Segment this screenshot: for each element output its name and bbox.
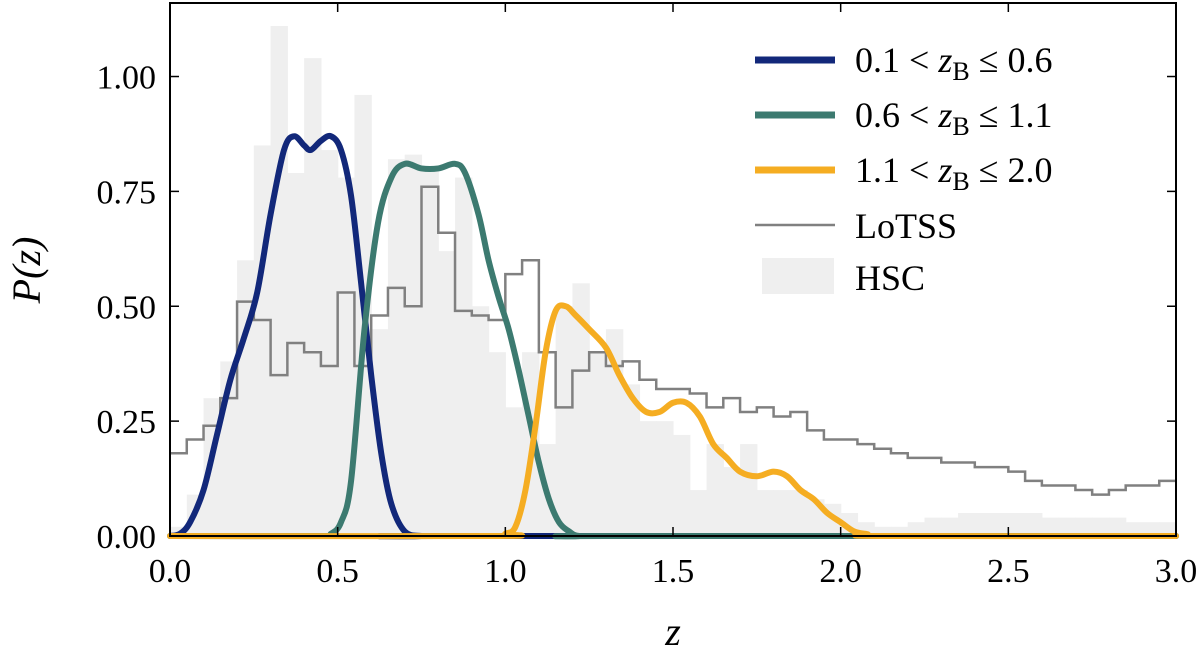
hsc-bar <box>605 329 624 536</box>
svg-text:P(z): P(z) <box>4 237 49 305</box>
svg-text:HSC: HSC <box>855 258 925 298</box>
legend-entry-s2: 0.6 < zB ≤ 1.1 <box>755 95 1052 141</box>
series-line-s3 <box>167 302 1179 540</box>
hsc-bar <box>253 145 272 537</box>
hsc-bar <box>622 384 641 536</box>
hsc-bar <box>1008 513 1026 536</box>
hsc-bar <box>421 168 439 536</box>
x-tick-label: 0.0 <box>149 553 192 590</box>
hsc-bar <box>689 490 708 536</box>
hsc-bar <box>1159 522 1177 536</box>
hsc-bar <box>404 154 423 536</box>
hsc-bar <box>387 159 406 537</box>
y-tick-label: 0.25 <box>97 404 157 441</box>
hsc-bar <box>505 407 523 536</box>
axis-ticks: 0.0 0.5 1.0 1.5 2.0 2.5 3.0 0.00 0.25 0.50 0.75 1.0… <box>97 3 1198 590</box>
y-tick-label: 0.50 <box>97 289 157 326</box>
hsc-bar <box>337 177 356 536</box>
hsc-bar <box>320 150 339 536</box>
x-tick-label: 3.0 <box>1155 553 1198 590</box>
legend-entry-lotss: LoTSS <box>755 206 957 246</box>
hsc-bar <box>723 467 741 536</box>
hsc-bar <box>639 421 657 536</box>
legend-entry-s3: 1.1 < zB ≤ 2.0 <box>755 150 1052 196</box>
x-tick-label: 0.5 <box>316 553 359 590</box>
hsc-bar <box>471 306 490 536</box>
hsc-bar <box>488 352 506 536</box>
lotss-histogram <box>170 185 1176 496</box>
svg-text:1.1 < zB ≤ 2.0: 1.1 < zB ≤ 2.0 <box>855 150 1052 196</box>
y-axis-label: P(z) <box>4 237 49 305</box>
hsc-bar <box>1108 517 1127 536</box>
hsc-bar <box>1041 517 1060 536</box>
legend: 0.1 < zB ≤ 0.6 0.6 < zB ≤ 1.1 1.1 < zB ≤… <box>755 40 1052 298</box>
hsc-bar <box>1142 522 1160 536</box>
svg-text:z: z <box>664 609 681 654</box>
hsc-bar <box>656 421 674 536</box>
hsc-bar <box>572 283 590 536</box>
hsc-bar <box>874 526 892 536</box>
x-tick-label: 2.5 <box>987 553 1030 590</box>
hsc-bar <box>455 177 473 536</box>
x-tick-label: 2.0 <box>819 553 862 590</box>
hsc-bar <box>991 513 1009 536</box>
legend-entry-hsc: HSC <box>762 258 925 298</box>
hsc-bar <box>270 25 288 536</box>
legend-entry-s1: 0.1 < zB ≤ 0.6 <box>755 40 1052 86</box>
hsc-bar <box>237 260 255 536</box>
y-tick-label: 1.00 <box>97 60 157 97</box>
hsc-bar <box>756 490 775 536</box>
hsc-bar <box>974 513 993 536</box>
hsc-bar <box>589 352 607 536</box>
hsc-bar <box>773 490 791 536</box>
hsc-bar <box>907 522 926 536</box>
hsc-bar <box>673 434 691 536</box>
hsc-bar <box>287 173 305 537</box>
svg-text:0.6 < zB ≤ 1.1: 0.6 < zB ≤ 1.1 <box>855 95 1052 141</box>
hsc-histogram <box>170 25 1177 537</box>
y-tick-label: 0.00 <box>97 519 157 556</box>
hsc-bar <box>1125 522 1144 536</box>
hsc-bar <box>740 444 758 536</box>
svg-text:0.1 < zB ≤ 0.6: 0.1 < zB ≤ 0.6 <box>855 40 1052 86</box>
hsc-bar <box>304 58 322 536</box>
x-tick-label: 1.5 <box>652 553 695 590</box>
x-axis-label: z <box>664 609 681 654</box>
hsc-bar <box>890 526 909 536</box>
y-tick-label: 0.75 <box>97 174 157 211</box>
hsc-bar <box>790 490 808 536</box>
hsc-bar <box>924 517 942 536</box>
series-line-s2 <box>167 160 1179 540</box>
svg-text:LoTSS: LoTSS <box>855 206 957 246</box>
hsc-bar <box>706 444 724 536</box>
hsc-bar <box>1075 517 1093 536</box>
hsc-bar <box>1092 517 1110 536</box>
hsc-bar <box>958 513 976 536</box>
x-tick-label: 1.0 <box>484 553 527 590</box>
hsc-bar <box>555 306 573 536</box>
hsc-bar <box>941 517 959 536</box>
hsc-bar <box>1025 513 1043 536</box>
hsc-bar <box>438 251 456 536</box>
hsc-bar <box>1058 517 1076 536</box>
